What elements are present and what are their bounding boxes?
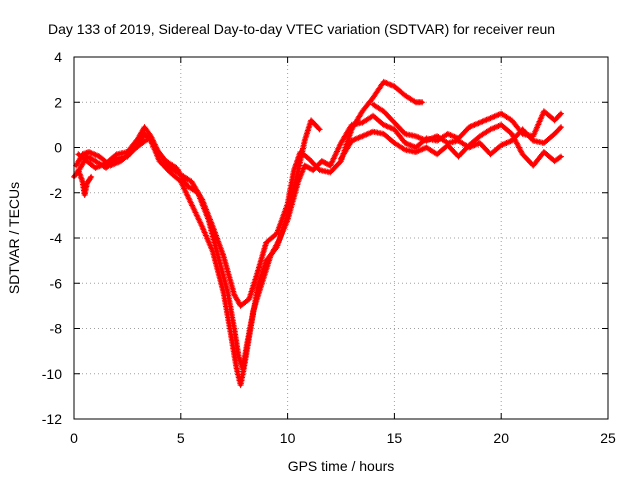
y-axis-label: SDTVAR / TECUs bbox=[6, 182, 22, 294]
y-tick-label: 0 bbox=[54, 140, 62, 156]
y-axis-ticks: -12 -10 -8 -6 -4 -2 0 2 4 bbox=[42, 49, 608, 427]
y-tick-label: -2 bbox=[50, 185, 63, 201]
y-tick-label: -4 bbox=[50, 230, 63, 246]
y-tick-label: 2 bbox=[54, 94, 62, 110]
x-tick-label: 20 bbox=[493, 430, 509, 446]
grid-lines bbox=[74, 57, 608, 419]
series-markers bbox=[370, 101, 564, 158]
series-markers bbox=[71, 117, 323, 389]
chart-title: Day 133 of 2019, Sidereal Day-to-day VTE… bbox=[48, 21, 555, 37]
x-axis-label: GPS time / hours bbox=[288, 458, 395, 474]
series-track bbox=[75, 167, 95, 198]
x-tick-label: 15 bbox=[387, 430, 403, 446]
y-tick-label: 4 bbox=[54, 49, 62, 65]
y-tick-label: -6 bbox=[50, 275, 63, 291]
series-track bbox=[73, 108, 564, 373]
series-track bbox=[338, 121, 564, 169]
series-track bbox=[370, 101, 564, 158]
x-axis-ticks: 0 5 10 15 20 25 bbox=[70, 57, 616, 446]
y-tick-label: -12 bbox=[42, 411, 62, 427]
x-tick-label: 5 bbox=[177, 430, 185, 446]
x-tick-label: 0 bbox=[70, 430, 78, 446]
series-track bbox=[71, 117, 323, 389]
x-tick-label: 10 bbox=[280, 430, 296, 446]
y-tick-label: -8 bbox=[50, 321, 63, 337]
x-tick-label: 25 bbox=[600, 430, 616, 446]
series-markers bbox=[75, 167, 95, 198]
series-layer bbox=[71, 78, 564, 389]
y-tick-label: -10 bbox=[42, 366, 62, 382]
series-markers bbox=[73, 108, 564, 373]
